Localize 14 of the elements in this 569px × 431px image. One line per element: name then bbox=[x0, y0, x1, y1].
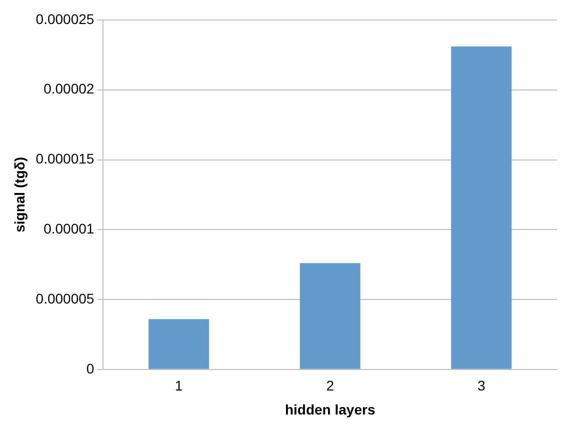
y-tick-label: 0 bbox=[86, 360, 94, 376]
y-tick-label: 0.000025 bbox=[36, 10, 94, 27]
x-axis-title: hidden layers bbox=[284, 401, 376, 418]
bar bbox=[148, 319, 210, 369]
y-tick-label: 0.00001 bbox=[44, 220, 94, 236]
y-tick-label: 0.00002 bbox=[44, 80, 94, 97]
y-axis-title: signal (tgδ) bbox=[11, 157, 28, 232]
y-tick-label: 0.000005 bbox=[36, 290, 94, 306]
y-tick-label: 0.000015 bbox=[36, 150, 94, 167]
bar bbox=[300, 263, 360, 369]
x-tick-label: 2 bbox=[326, 378, 334, 394]
x-tick-label: 1 bbox=[174, 378, 183, 394]
bar bbox=[451, 46, 512, 369]
x-tick-label: 3 bbox=[477, 378, 486, 394]
